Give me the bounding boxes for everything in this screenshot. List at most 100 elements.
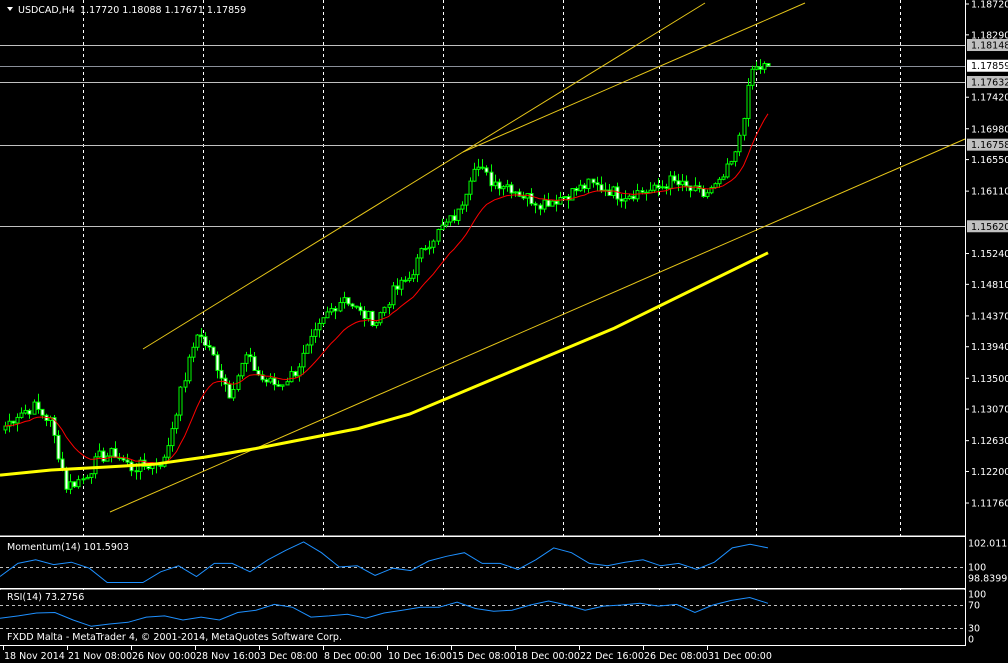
- candle: [444, 218, 449, 228]
- level-price-text: 1.15620: [971, 222, 1008, 233]
- level-price-text: 1.17859: [971, 61, 1008, 72]
- candle: [109, 447, 114, 463]
- candle: [725, 158, 730, 179]
- candle: [252, 351, 257, 371]
- candle: [729, 160, 734, 166]
- candle: [574, 186, 579, 196]
- candle: [717, 176, 722, 188]
- candle: [203, 332, 208, 351]
- candle: [289, 366, 294, 383]
- candle: [174, 412, 179, 434]
- candle: [7, 413, 12, 433]
- dropdown-triangle-icon[interactable]: [7, 7, 13, 11]
- time-axis[interactable]: 18 Nov 2014 21 Nov 08:00 26 Nov 00:00 28 No…: [3, 645, 772, 662]
- candle: [721, 174, 726, 181]
- candle: [399, 277, 404, 296]
- candle: [656, 178, 661, 197]
- candle: [631, 190, 636, 202]
- candle: [272, 373, 277, 391]
- candle: [419, 247, 424, 263]
- candle: [391, 281, 396, 310]
- price-tick-label: 1.18720: [971, 0, 1008, 11]
- candle: [415, 254, 420, 283]
- candle: [125, 453, 130, 467]
- time-tick-label: 18 Nov 2014: [4, 651, 65, 662]
- candle: [195, 334, 200, 351]
- candle: [231, 381, 236, 401]
- rsi-tick-label: 70: [968, 601, 980, 612]
- price-tick-label: 1.14370: [971, 311, 1008, 322]
- time-tick-label: 10 Dec 16:00: [388, 651, 452, 662]
- time-tick-label: 31 Dec 00:00: [708, 651, 772, 662]
- candle: [97, 443, 102, 458]
- price-tick-label: 1.18290: [971, 30, 1008, 41]
- momentum-line: [0, 541, 769, 583]
- candle: [407, 271, 412, 283]
- candle: [301, 345, 306, 375]
- candle: [484, 165, 489, 176]
- price-tick-label: 1.15240: [971, 249, 1008, 260]
- candle: [538, 203, 543, 216]
- candle: [207, 340, 212, 351]
- candle: [550, 200, 555, 207]
- momentum-tick-label: 102.0115: [968, 539, 1008, 550]
- candle: [211, 346, 216, 357]
- candle: [68, 474, 73, 495]
- candle: [321, 317, 326, 327]
- candle: [501, 185, 506, 196]
- candle: [680, 174, 685, 192]
- candle: [89, 473, 94, 484]
- trendline-upper-shallow[interactable]: [462, 2, 806, 153]
- candle: [191, 342, 196, 363]
- candle: [81, 475, 86, 485]
- candle: [684, 175, 689, 192]
- time-tick-label: 22 Dec 16:00: [580, 651, 644, 662]
- candle: [101, 447, 106, 464]
- candle: [370, 310, 375, 327]
- candle: [36, 393, 41, 414]
- candle: [362, 306, 367, 327]
- candle: [607, 184, 612, 197]
- candle: [19, 407, 24, 419]
- slow-moving-average-line: [0, 251, 769, 477]
- candle: [121, 455, 126, 463]
- time-tick-label: 26 Nov 00:00: [132, 651, 196, 662]
- candle: [693, 177, 698, 192]
- level-price-text: 1.16758: [971, 140, 1008, 151]
- candle: [378, 311, 383, 326]
- candle: [76, 475, 81, 489]
- price-tick-label: 1.17420: [971, 93, 1008, 104]
- momentum-panel: [0, 536, 965, 588]
- candle: [460, 201, 465, 214]
- rsi-tick-label: 100: [968, 590, 986, 601]
- candle: [480, 159, 485, 170]
- candle: [309, 329, 314, 354]
- candle: [56, 430, 61, 463]
- rsi-tick-label: 0: [968, 635, 974, 646]
- candle: [672, 171, 677, 184]
- copyright-text: FXDD Malta - MetaTrader 4, © 2001-2014, …: [7, 632, 342, 643]
- rsi-panel: [0, 590, 965, 645]
- candle: [762, 61, 767, 74]
- candle: [338, 297, 343, 313]
- candle: [346, 297, 351, 307]
- candle: [23, 404, 28, 415]
- candle: [317, 318, 322, 338]
- candle: [358, 302, 363, 316]
- level-price-label: [967, 220, 1008, 233]
- candle: [15, 413, 20, 432]
- momentum-tick-label: 98.8399: [968, 574, 1007, 585]
- level-price-label: [967, 76, 1008, 89]
- trendline-upper-channel[interactable]: [142, 2, 706, 350]
- candle: [737, 132, 742, 157]
- time-tick-label: 3 Dec 08:00: [260, 651, 318, 662]
- price-axis[interactable]: 1.18720 1.18290 1.17420 1.16980 1.16550 1.161…: [965, 0, 1008, 510]
- candle: [32, 399, 37, 415]
- level-price-label: [967, 39, 1008, 52]
- candle: [742, 117, 747, 141]
- candle: [382, 306, 387, 317]
- candle: [750, 65, 755, 90]
- candle: [183, 372, 188, 393]
- price-levels: [0, 45, 965, 227]
